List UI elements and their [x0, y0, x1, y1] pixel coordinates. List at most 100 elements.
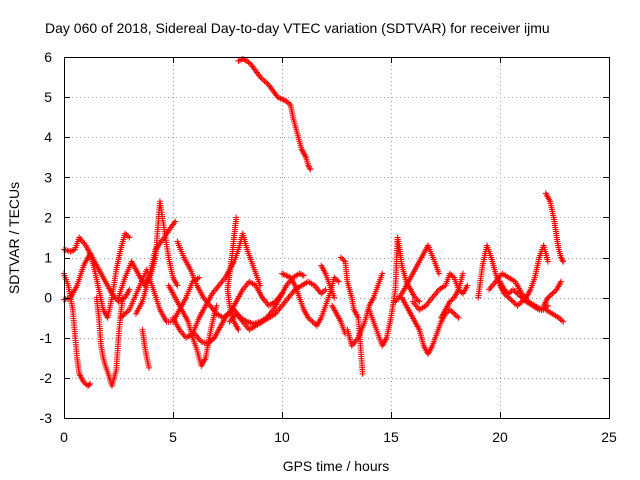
data-point-marker	[459, 270, 466, 277]
series-arc-29	[540, 278, 565, 309]
data-point-marker	[512, 289, 519, 296]
data-point-marker	[302, 152, 309, 159]
data-point-marker	[507, 289, 514, 296]
data-point-marker	[413, 296, 420, 303]
data-point-marker	[235, 58, 242, 65]
data-point-marker	[277, 95, 284, 102]
data-point-marker	[555, 314, 562, 321]
data-point-marker	[560, 258, 567, 265]
series-arc-23	[398, 294, 462, 357]
data-point-marker	[339, 255, 346, 262]
data-point-marker	[80, 378, 87, 385]
data-point-marker	[319, 289, 326, 296]
series-arc-22	[392, 242, 442, 305]
data-point-marker	[557, 316, 564, 323]
data-point-marker	[501, 286, 508, 293]
data-point-marker	[502, 287, 509, 294]
data-point-marker	[331, 294, 338, 301]
data-point-marker	[452, 312, 459, 319]
data-point-marker	[244, 58, 251, 65]
series-arc-8	[139, 326, 153, 371]
data-point-marker	[196, 274, 203, 281]
axis-ticks	[64, 57, 610, 419]
data-point-marker	[514, 302, 521, 309]
data-point-marker	[518, 294, 525, 301]
data-point-marker	[549, 290, 556, 297]
series-arc-7	[132, 218, 179, 317]
data-point-marker	[446, 298, 453, 305]
data-point-marker	[299, 271, 306, 278]
data-point-marker	[280, 271, 287, 278]
data-point-marker	[558, 317, 565, 324]
data-point-marker	[172, 218, 179, 225]
data-point-marker	[264, 80, 271, 87]
data-point-marker	[213, 302, 220, 309]
data-point-marker	[560, 318, 567, 325]
data-point-marker	[123, 309, 130, 316]
data-point-marker	[511, 287, 518, 294]
data-point-marker	[334, 277, 341, 284]
grid	[64, 57, 609, 418]
data-point-marker	[120, 312, 127, 319]
data-point-marker	[448, 271, 455, 278]
data-point-marker	[514, 290, 521, 297]
data-point-marker	[454, 313, 461, 320]
y-tick-label: 3	[44, 169, 52, 185]
data-point-marker	[331, 274, 338, 281]
data-point-marker	[507, 296, 514, 303]
data-point-marker	[558, 255, 565, 262]
data-point-marker	[455, 314, 462, 321]
data-point-marker	[301, 151, 308, 158]
series-arc-20	[344, 270, 386, 349]
data-point-marker	[235, 326, 242, 333]
data-point-marker	[321, 287, 328, 294]
data-point-marker	[416, 298, 423, 305]
data-point-marker	[247, 60, 254, 67]
data-point-marker	[305, 162, 312, 169]
data-point-marker	[547, 291, 554, 298]
data-point-marker	[280, 96, 287, 103]
y-tick-label: 4	[44, 129, 52, 145]
data-point-marker	[308, 317, 315, 324]
data-point-marker	[245, 59, 252, 66]
data-point-marker	[544, 294, 551, 301]
data-point-marker	[517, 293, 524, 300]
y-tick-label: 5	[44, 89, 52, 105]
x-tick-labels: 0 5 10 15 20 25	[60, 429, 617, 445]
data-point-marker	[274, 94, 281, 101]
x-tick-label: 25	[601, 429, 617, 445]
data-point-marker	[279, 96, 285, 103]
y-tick-label: -3	[40, 410, 53, 426]
data-point-marker	[464, 282, 471, 289]
y-tick-label: 2	[44, 209, 52, 225]
data-point-marker	[67, 248, 74, 255]
data-point-marker	[261, 78, 268, 85]
data-point-marker	[119, 313, 126, 320]
data-point-marker	[521, 297, 528, 304]
data-point-marker	[414, 297, 421, 304]
data-point-marker	[446, 270, 453, 277]
y-tick-labels: -3 -2 -1 0 1 2 3 4 5 6	[40, 49, 53, 426]
data-point-marker	[122, 310, 129, 317]
data-point-marker	[511, 300, 518, 307]
x-tick-label: 5	[169, 429, 177, 445]
data-point-marker	[451, 310, 458, 317]
data-point-marker	[124, 233, 131, 240]
data-point-marker	[299, 147, 306, 154]
x-tick-label: 10	[274, 429, 290, 445]
data-point-marker	[448, 297, 455, 304]
data-point-marker	[335, 278, 342, 285]
series-arc-25	[438, 270, 466, 321]
data-point-marker	[146, 364, 153, 371]
data-point-marker	[515, 301, 522, 308]
data-point-marker	[126, 234, 133, 241]
data-point-marker	[448, 308, 455, 315]
data-point-marker	[449, 309, 456, 316]
data-point-marker	[286, 100, 293, 107]
data-point-marker	[550, 289, 557, 296]
data-point-marker	[124, 308, 131, 315]
series-arc-13	[226, 278, 329, 333]
data-point-marker	[279, 270, 285, 277]
series-arc-28	[497, 278, 567, 325]
y-tick-label: -2	[40, 370, 53, 386]
